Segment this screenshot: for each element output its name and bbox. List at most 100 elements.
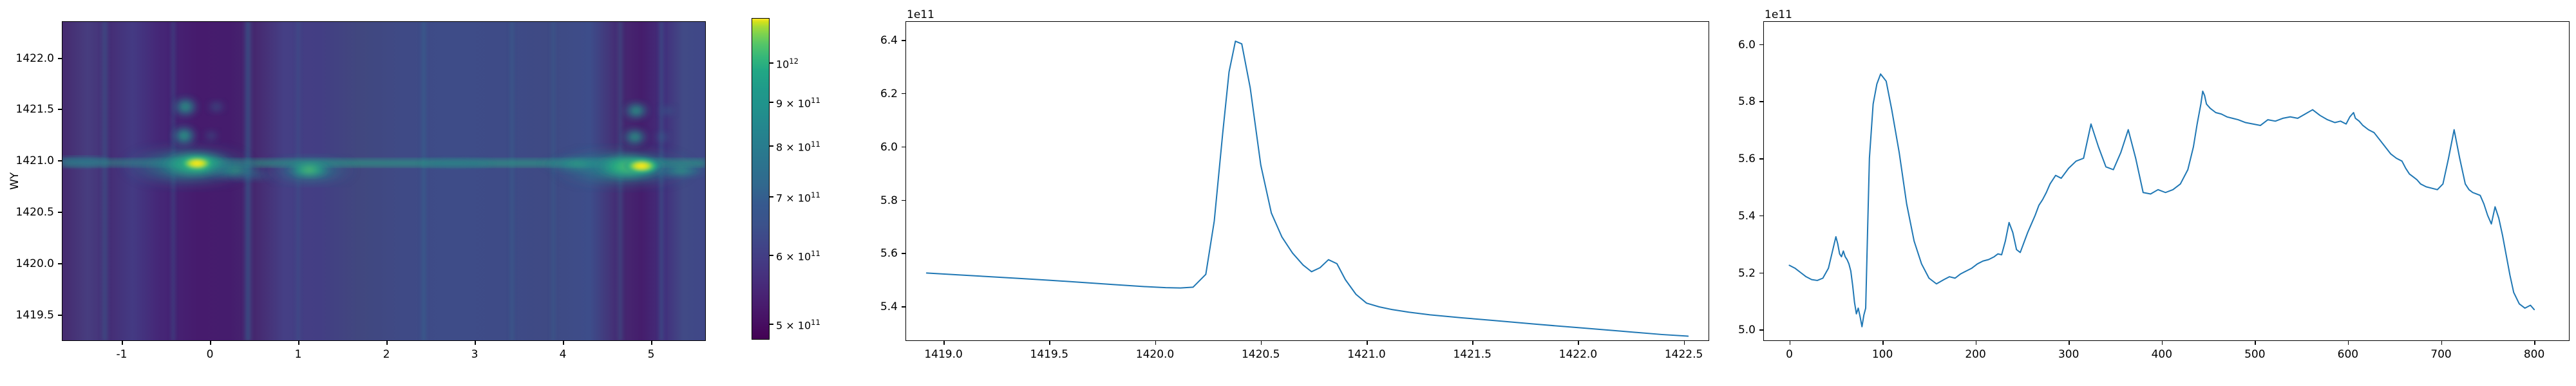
xtick bbox=[2534, 341, 2535, 345]
xtick-label: 800 bbox=[2523, 348, 2545, 361]
xtick bbox=[943, 341, 945, 345]
data-series-line bbox=[925, 41, 1689, 337]
xtick bbox=[1975, 341, 1977, 345]
xtick bbox=[2347, 341, 2349, 345]
ytick bbox=[1759, 158, 1763, 160]
xtick-label: 2 bbox=[383, 348, 390, 361]
xtick-label: 1421.0 bbox=[1347, 348, 1386, 361]
xtick bbox=[651, 341, 652, 345]
xtick bbox=[563, 341, 564, 345]
xtick bbox=[2161, 341, 2163, 345]
xtick-label: 1 bbox=[294, 348, 302, 361]
xtick-label: 700 bbox=[2430, 348, 2452, 361]
ytick-label: 1422.0 bbox=[15, 52, 54, 65]
bright-blob-left bbox=[120, 95, 281, 188]
xtick-label: 300 bbox=[2058, 348, 2079, 361]
xtick-label: 1419.5 bbox=[1030, 348, 1069, 361]
ytick-label: 1420.5 bbox=[15, 206, 54, 219]
panel-time-series: 1e11 5.0 5.2 5.4 5.6 5.8 6.0 0 100 200 300 400 500 6… bbox=[1732, 0, 2576, 386]
waterfall-ylabel: WY bbox=[8, 172, 21, 190]
ytick-label: 6.0 bbox=[1738, 38, 1756, 51]
colorbar bbox=[752, 18, 770, 340]
data-series-line bbox=[1788, 73, 2535, 327]
panel3-line-plot bbox=[1788, 73, 2535, 327]
ytick-label: 5.0 bbox=[1738, 324, 1756, 337]
xtick-label: 200 bbox=[1965, 348, 1986, 361]
ytick bbox=[58, 58, 62, 59]
ytick bbox=[1759, 101, 1763, 102]
xtick bbox=[1155, 341, 1156, 345]
ytick-label: 5.8 bbox=[1738, 95, 1756, 109]
ytick-label: 1420.0 bbox=[15, 257, 54, 270]
heatmap-image bbox=[62, 21, 706, 341]
xtick-label: 500 bbox=[2244, 348, 2266, 361]
waterfall-axes-frame bbox=[62, 21, 706, 341]
panel2-line-plot bbox=[925, 41, 1689, 337]
ytick-label: 5.8 bbox=[880, 194, 898, 207]
ytick-label: 5.4 bbox=[880, 300, 898, 314]
xtick bbox=[475, 341, 476, 345]
xtick-label: 1420.0 bbox=[1135, 348, 1175, 361]
ytick-label: 6.0 bbox=[880, 140, 898, 154]
xtick-label: 100 bbox=[1871, 348, 1893, 361]
xtick bbox=[386, 341, 388, 345]
colorbar-tick bbox=[770, 196, 773, 198]
xtick-label: 0 bbox=[206, 348, 214, 361]
xtick-label: 400 bbox=[2151, 348, 2173, 361]
xtick-label: 1421.5 bbox=[1453, 348, 1492, 361]
xtick-label: 3 bbox=[471, 348, 478, 361]
xtick bbox=[1367, 341, 1368, 345]
xtick bbox=[122, 341, 123, 345]
xtick bbox=[2255, 341, 2256, 345]
ytick-label: 5.4 bbox=[1738, 209, 1756, 223]
ytick bbox=[902, 146, 905, 148]
ytick-label: 1421.0 bbox=[15, 154, 54, 167]
panel-waterfall: 1422.0 1421.5 1421.0 1420.5 1420.0 1419.… bbox=[0, 0, 837, 386]
ytick-label: 5.6 bbox=[1738, 152, 1756, 165]
ytick bbox=[1759, 329, 1763, 331]
xtick-label: 0 bbox=[1786, 348, 1793, 361]
heatmap-svg bbox=[62, 21, 706, 341]
ytick bbox=[1759, 215, 1763, 217]
ytick bbox=[902, 306, 905, 308]
xtick-label: 1419.0 bbox=[924, 348, 963, 361]
xtick bbox=[1789, 341, 1790, 345]
panel2-offset-text: 1e11 bbox=[907, 8, 934, 21]
colorbar-tick bbox=[770, 145, 773, 147]
colorbar-ticklabel-8e11: 8 × 1011 bbox=[776, 140, 820, 154]
colorbar-gradient bbox=[752, 18, 770, 340]
xtick-label: 1420.5 bbox=[1241, 348, 1280, 361]
xtick bbox=[298, 341, 299, 345]
xtick bbox=[1049, 341, 1050, 345]
ytick bbox=[58, 263, 62, 264]
xtick-label: 600 bbox=[2337, 348, 2359, 361]
ytick bbox=[58, 315, 62, 316]
ytick-label: 1419.5 bbox=[15, 309, 54, 322]
xtick-label: 4 bbox=[559, 348, 567, 361]
xtick bbox=[1882, 341, 1884, 345]
xtick-label: 1422.5 bbox=[1664, 348, 1703, 361]
ytick bbox=[58, 109, 62, 110]
panel3-axes-frame bbox=[1763, 21, 2570, 341]
xtick-label: -1 bbox=[116, 348, 128, 361]
ytick bbox=[902, 199, 905, 201]
ytick-label: 6.2 bbox=[880, 87, 898, 100]
ytick-label: 5.2 bbox=[1738, 266, 1756, 280]
xtick bbox=[210, 341, 211, 345]
panel2-axes-frame bbox=[905, 21, 1709, 341]
xtick bbox=[1683, 341, 1685, 345]
colorbar-ticklabel-5e11: 5 × 1011 bbox=[776, 318, 820, 332]
ytick-label: 5.6 bbox=[880, 247, 898, 261]
ytick bbox=[902, 253, 905, 254]
ytick bbox=[1759, 44, 1763, 45]
xtick bbox=[1260, 341, 1262, 345]
panel3-offset-text: 1e11 bbox=[1765, 8, 1792, 21]
colorbar-tick bbox=[770, 62, 773, 64]
ytick bbox=[902, 93, 905, 95]
colorbar-tick bbox=[770, 255, 773, 256]
panel-spectrum-frequency: 1e11 5.4 5.6 5.8 6.0 6.2 6.4 1419.0 1419.5 1420.… bbox=[863, 0, 1719, 386]
ytick-label: 6.4 bbox=[880, 34, 898, 47]
colorbar-tick bbox=[770, 324, 773, 325]
colorbar-ticklabel-6e11: 6 × 1011 bbox=[776, 249, 820, 263]
